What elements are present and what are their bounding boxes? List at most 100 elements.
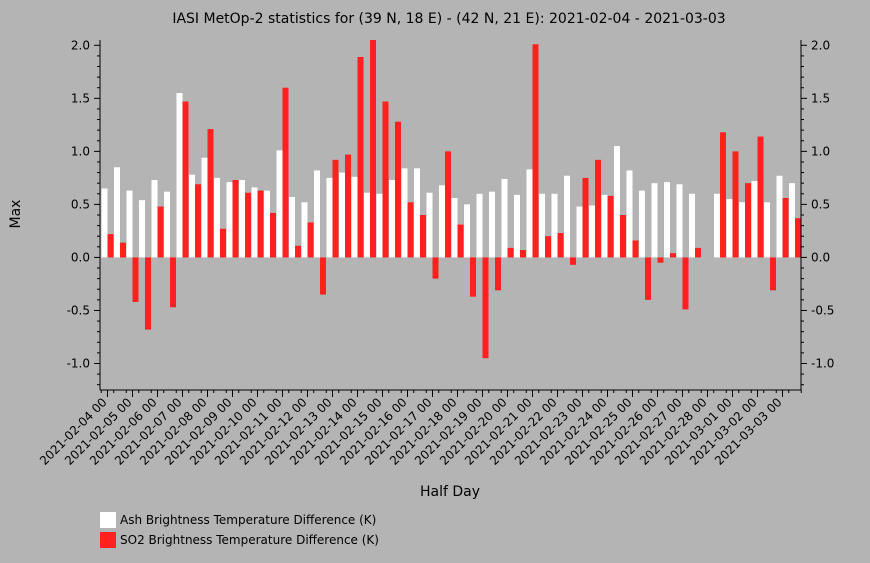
bar-so2: [432, 257, 439, 279]
bar-ash: [464, 204, 470, 258]
bar-so2: [582, 177, 589, 258]
bar-ash: [439, 185, 445, 258]
y-tick-label-left: 1.5: [71, 91, 90, 105]
bar-so2: [132, 257, 139, 302]
y-tick-label-right: 0.5: [811, 197, 830, 211]
bar-ash: [101, 188, 108, 258]
bar-ash: [576, 206, 583, 258]
y-tick-label-left: 1.0: [71, 144, 90, 158]
bar-ash: [514, 194, 520, 258]
bar-so2: [495, 257, 501, 291]
bar-ash: [351, 176, 358, 258]
bar-ash: [726, 199, 733, 258]
y-tick-label-right: 0.0: [811, 250, 830, 264]
bar-so2: [107, 234, 114, 258]
legend-label-ash: Ash Brightness Temperature Difference (K…: [120, 513, 377, 527]
y-tick-label-left: -1.0: [67, 356, 90, 370]
bar-so2: [607, 195, 614, 258]
bar-so2: [245, 192, 251, 258]
bar-ash: [776, 175, 783, 258]
x-axis-label: Half Day: [420, 484, 480, 500]
bar-ash: [789, 183, 795, 258]
bar-so2: [470, 257, 476, 297]
bar-so2: [332, 159, 339, 258]
y-tick-label-left: 2.0: [71, 38, 90, 52]
bar-ash: [764, 202, 770, 258]
bar-so2: [382, 101, 389, 258]
bar-so2: [645, 257, 651, 300]
bar-ash: [601, 194, 608, 258]
bar-ash: [376, 193, 383, 258]
legend-swatch-ash: [100, 512, 116, 528]
bar-so2: [570, 257, 576, 265]
bars-group: [101, 40, 801, 359]
bar-ash: [689, 193, 695, 258]
bar-so2: [282, 87, 289, 258]
bar-ash: [214, 177, 220, 258]
bar-ash: [501, 178, 508, 258]
bar-so2: [170, 257, 176, 308]
bar-so2: [782, 198, 789, 258]
legend-label-so2: SO2 Brightness Temperature Difference (K…: [120, 533, 379, 547]
bar-ash: [226, 182, 233, 258]
y-tick-label-right: 1.5: [811, 91, 830, 105]
bar-so2: [182, 101, 189, 258]
bar-ash: [326, 177, 333, 258]
bar-so2: [507, 247, 514, 258]
bar-so2: [557, 233, 564, 258]
y-tick-label-left: 0.5: [71, 197, 90, 211]
bar-ash: [414, 168, 420, 258]
bar-ash: [314, 170, 320, 258]
bar-ash: [676, 184, 683, 258]
bar-so2: [482, 257, 489, 359]
bar-ash: [189, 174, 195, 258]
y-tick-label-left: 0.0: [71, 250, 90, 264]
chart-title: IASI MetOp-2 statistics for (39 N, 18 E)…: [172, 11, 725, 27]
bar-ash: [301, 202, 308, 258]
bar-ash: [739, 202, 745, 258]
bar-so2: [795, 218, 801, 258]
bar-ash: [751, 181, 758, 258]
bar-so2: [395, 121, 401, 258]
bar-ash: [589, 205, 595, 258]
bar-so2: [195, 184, 201, 258]
bar-so2: [120, 242, 126, 258]
y-tick-label-left: -0.5: [67, 303, 90, 317]
bar-ash: [401, 168, 408, 258]
legend: Ash Brightness Temperature Difference (K…: [100, 512, 379, 552]
bar-ash: [564, 175, 570, 258]
bar-so2: [720, 132, 726, 258]
bar-so2: [520, 250, 526, 258]
bar-ash: [489, 191, 495, 258]
bar-ash: [714, 193, 720, 258]
bar-ash: [264, 190, 270, 258]
bar-so2: [445, 151, 451, 258]
bar-ash: [476, 193, 483, 258]
bar-so2: [257, 190, 264, 258]
bar-so2: [232, 180, 239, 258]
bar-so2: [682, 257, 689, 310]
bar-ash: [126, 190, 133, 258]
bar-so2: [457, 224, 464, 258]
bar-so2: [370, 40, 376, 258]
bar-so2: [695, 247, 701, 258]
axes-group: 2.0 2.0 1.5 1.5 1.0 1.0 0.5 0.5 0.0 0.0 -0.5 -0.5 -1…: [37, 38, 835, 468]
bar-ash: [201, 157, 208, 258]
bar-ash: [114, 167, 120, 258]
bar-ash: [426, 192, 433, 258]
bar-ash: [276, 150, 283, 258]
bar-so2: [532, 44, 539, 258]
bar-so2: [657, 257, 664, 263]
bar-ash: [526, 169, 533, 258]
bar-ash: [364, 192, 370, 258]
bar-ash: [139, 200, 145, 258]
bar-ash: [451, 198, 458, 258]
legend-swatch-so2: [100, 532, 116, 548]
bar-so2: [320, 257, 326, 295]
bar-ash: [539, 193, 545, 258]
bar-ash: [176, 93, 183, 258]
bar-so2: [157, 206, 164, 258]
bar-so2: [595, 159, 601, 258]
bar-ash: [389, 180, 395, 258]
